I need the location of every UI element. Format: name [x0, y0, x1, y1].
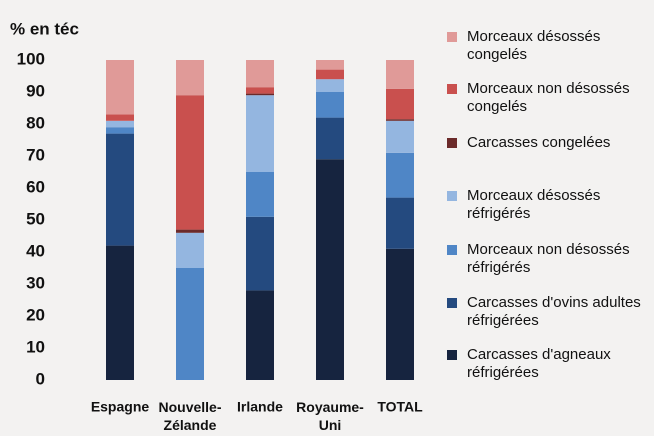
y-tick-label: 60: [26, 177, 45, 196]
legend-label: Carcasses d'agneaux réfrigérées: [467, 346, 611, 381]
legend-label: Morceaux non désossés congelés: [467, 80, 630, 115]
legend-item: Carcasses congelées: [447, 134, 647, 152]
y-tick-label: 70: [26, 145, 45, 164]
legend-swatch: [447, 245, 457, 255]
legend-swatch: [447, 32, 457, 42]
bar-segment: [106, 133, 134, 246]
y-axis-label: % en téc: [10, 19, 79, 38]
bar-segment: [386, 60, 414, 89]
bar-segment: [176, 95, 204, 230]
bar-segment: [316, 60, 344, 70]
bar-segment: [386, 120, 414, 153]
bar-segment: [176, 229, 204, 233]
bar-segment: [386, 88, 414, 120]
bar-segment: [176, 232, 204, 268]
bar-segment: [386, 119, 414, 121]
y-tick-label: 50: [26, 209, 45, 228]
legend-swatch: [447, 84, 457, 94]
bar-segment: [176, 268, 204, 380]
bar-segment: [386, 152, 414, 198]
x-tick-label: Espagne: [91, 399, 150, 415]
legend-item: Morceaux désossés congelés: [447, 28, 647, 64]
legend-swatch: [447, 191, 457, 201]
legend-swatch: [447, 350, 457, 360]
y-tick-label: 20: [26, 305, 45, 324]
bar-segment: [106, 60, 134, 115]
x-tick-label: TOTAL: [377, 399, 423, 415]
legend-item: Morceaux non désossés réfrigérés: [447, 241, 647, 277]
x-tick-label-line: Zélande: [164, 417, 217, 433]
bar-segment: [316, 92, 344, 118]
legend-label: Morceaux non désossés réfrigérés: [467, 241, 630, 276]
x-tick-label-line: Nouvelle-: [158, 399, 221, 415]
legend-item: Carcasses d'agneaux réfrigérées: [447, 346, 647, 382]
bar-segment: [246, 95, 274, 172]
legend-label: Carcasses congelées: [467, 134, 611, 151]
bar-segment: [386, 248, 414, 380]
legend-item: Carcasses d'ovins adultes réfrigérées: [447, 294, 647, 330]
y-tick-label: 80: [26, 113, 45, 132]
y-tick-label: 40: [26, 241, 45, 260]
bar-segment: [246, 216, 274, 291]
bar-segment: [386, 197, 414, 249]
legend-label: Carcasses d'ovins adultes réfrigérées: [467, 294, 641, 329]
x-tick-label: Irlande: [237, 399, 283, 415]
bar-segment: [246, 87, 274, 94]
bar-segment: [106, 114, 134, 121]
y-tick-label: 100: [17, 49, 45, 68]
bar-segment: [316, 69, 344, 80]
x-tick-label: Royaume- Uni: [296, 399, 364, 433]
x-tick-label: Nouvelle- Zélande: [158, 399, 221, 433]
legend-swatch: [447, 138, 457, 148]
bar-segment: [106, 245, 134, 380]
y-tick-label: 30: [26, 273, 45, 292]
legend-label: Morceaux désossés congelés: [467, 28, 601, 63]
bar-segment: [246, 290, 274, 380]
bar-segment: [246, 172, 274, 217]
bar-segment: [106, 120, 134, 128]
x-tick-label-line: Royaume-: [296, 399, 364, 415]
bar-segment: [316, 117, 344, 160]
bar-segment: [246, 60, 274, 88]
y-tick-label: 0: [36, 369, 45, 388]
bar-segment: [246, 93, 274, 96]
bar-segment: [316, 79, 344, 92]
y-tick-label: 10: [26, 337, 45, 356]
legend-item: Morceaux non désossés congelés: [447, 80, 647, 116]
bar-segment: [176, 60, 204, 96]
x-tick-label-line: Uni: [319, 417, 342, 433]
legend-item: Morceaux désossés réfrigérés: [447, 187, 647, 223]
legend-label: Morceaux désossés réfrigérés: [467, 187, 601, 222]
y-tick-label: 90: [26, 81, 45, 100]
legend-swatch: [447, 298, 457, 308]
bar-segment: [106, 127, 134, 134]
bar-segment: [316, 159, 344, 380]
